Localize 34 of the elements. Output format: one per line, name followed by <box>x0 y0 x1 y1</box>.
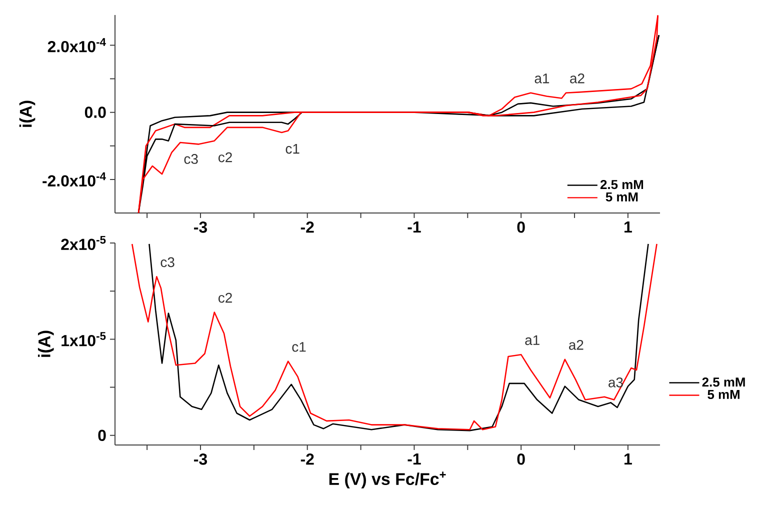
y-tick-label: 0 <box>98 430 106 442</box>
annotation: c2 <box>218 292 232 303</box>
x-tick-label: -2 <box>300 222 314 233</box>
x-tick-label: 1 <box>624 222 632 232</box>
legend-label: 2.5 mM <box>600 180 644 190</box>
annotation: a1 <box>525 335 540 346</box>
x-tick-label: -3 <box>194 454 207 465</box>
legend-label: 5 mM <box>708 390 740 400</box>
x-tick-label: -1 <box>408 454 421 464</box>
annotation: c1 <box>292 342 306 352</box>
y-axis-title: i(A) <box>19 100 36 127</box>
annotation: a3 <box>608 378 623 388</box>
y-tick-label: -2.0x10$^{-4}$ <box>42 172 106 186</box>
annotation: c3 <box>160 257 174 268</box>
annotation: a2 <box>570 73 584 84</box>
x-axis-title: E (V) vs Fc/Fc$^{+}$ <box>329 472 446 488</box>
x-tick-label: -1 <box>408 222 421 232</box>
x-tick-label: -3 <box>194 222 207 233</box>
x-tick-label: 1 <box>624 454 632 464</box>
x-tick-label: 0 <box>517 222 525 233</box>
y-axis-title: i(A) <box>38 330 54 357</box>
legend-label: 5 mM <box>606 192 638 202</box>
x-tick-label: -2 <box>300 454 314 465</box>
annotation: c3 <box>184 154 198 164</box>
legend-label: 2.5 mM <box>702 377 745 387</box>
y-tick-label: 2x10$^{-5}$ <box>61 236 106 250</box>
annotation: c2 <box>218 152 232 162</box>
y-tick-label: 0.0 <box>84 106 106 118</box>
y-tick-label: 1x10$^{-5}$ <box>62 332 106 346</box>
annotation: a2 <box>569 340 584 350</box>
y-tick-label: 2.0x10$^{-4}$ <box>48 38 106 52</box>
x-tick-label: 0 <box>517 454 525 465</box>
annotation: a1 <box>534 74 550 84</box>
annotation: c1 <box>286 144 300 154</box>
